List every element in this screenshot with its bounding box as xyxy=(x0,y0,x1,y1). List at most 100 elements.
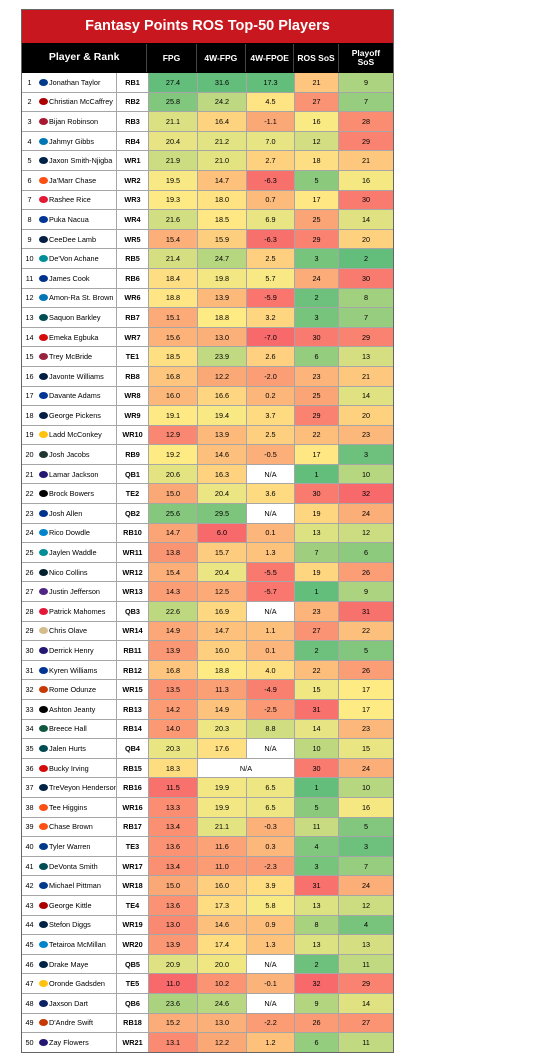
table-row: 40 Tyler Warren TE3 13.6 11.6 0.3 4 3 xyxy=(22,837,393,857)
position-rank-cell: RB17 xyxy=(116,817,148,837)
team-logo-cell xyxy=(37,641,49,660)
position-rank-cell: QB6 xyxy=(116,993,148,1013)
team-logo-icon xyxy=(38,1038,48,1046)
rank-cell: 7 xyxy=(27,195,32,205)
team-logo-icon xyxy=(38,588,48,596)
ros-sos-cell: 27 xyxy=(294,621,338,641)
fpg-cell: 19.2 xyxy=(148,445,197,464)
fpg4w-cell: 24.6 xyxy=(197,993,246,1013)
team-logo-icon xyxy=(38,431,48,439)
rank-cell: 40 xyxy=(25,841,34,851)
fpg-cell: 15.4 xyxy=(148,229,197,249)
playoff-sos-cell: 12 xyxy=(338,895,393,915)
fpoe4w-cell: -2.3 xyxy=(246,856,294,876)
ros-sos-cell: 6 xyxy=(294,347,338,366)
player-name-cell: Brock Bowers xyxy=(49,489,95,499)
ros-sos-cell: 25 xyxy=(294,386,338,406)
team-logo-icon xyxy=(38,98,48,106)
playoff-sos-cell: 3 xyxy=(338,837,393,856)
team-logo-cell xyxy=(37,994,49,1013)
rank-cell: 20 xyxy=(25,450,34,460)
fpoe4w-cell: -5.9 xyxy=(246,288,294,308)
player-name-cell: Jaxson Dart xyxy=(49,998,88,1008)
team-logo-icon xyxy=(38,353,48,361)
table-row: 36 Bucky Irving RB15 18.3 N/A 30 24 xyxy=(22,758,393,779)
player-name-cell: Rome Odunze xyxy=(49,685,97,695)
team-logo-cell xyxy=(37,955,49,974)
rank-cell: 24 xyxy=(25,528,34,538)
playoff-sos-cell: 28 xyxy=(338,112,393,131)
rank-cell: 23 xyxy=(25,508,34,518)
team-logo-cell xyxy=(37,308,49,327)
fpg4w-cell: 14.9 xyxy=(197,700,246,719)
player-name-cell: Tetairoa McMillan xyxy=(49,939,106,949)
position-rank-cell: WR14 xyxy=(116,621,148,641)
position-rank-cell: WR12 xyxy=(116,562,148,582)
fpg-cell: 11.5 xyxy=(148,778,197,797)
table-row: 41 DeVonta Smith WR17 13.4 11.0 -2.3 3 7 xyxy=(22,856,393,877)
header-fpg: FPG xyxy=(146,44,195,72)
team-logo-icon xyxy=(38,607,48,615)
fpg-cell: 16.8 xyxy=(148,366,197,386)
fpg-cell: 20.9 xyxy=(148,954,197,974)
fpoe4w-cell: N/A xyxy=(246,504,294,523)
fpg-cell: 14.3 xyxy=(148,582,197,602)
ros-sos-cell: 17 xyxy=(294,190,338,210)
team-logo-icon xyxy=(38,568,48,576)
table-title: Fantasy Points ROS Top-50 Players xyxy=(22,10,393,44)
player-name-cell: Rashee Rice xyxy=(49,195,91,205)
player-name-cell: Christian McCaffrey xyxy=(49,97,113,107)
table-row: 34 Breece Hall RB14 14.0 20.3 8.8 14 23 xyxy=(22,719,393,740)
ros-sos-cell: 9 xyxy=(294,993,338,1013)
rank-cell: 37 xyxy=(25,783,34,793)
ros-sos-cell: 3 xyxy=(294,308,338,327)
fpoe4w-cell: 0.9 xyxy=(246,915,294,935)
team-logo-icon xyxy=(38,392,48,400)
position-rank-cell: WR18 xyxy=(116,876,148,895)
fpg-cell: 11.0 xyxy=(148,974,197,993)
fpg-cell: 12.9 xyxy=(148,425,197,445)
playoff-sos-cell: 13 xyxy=(338,347,393,366)
team-logo-icon xyxy=(38,274,48,282)
fpg-cell: 15.2 xyxy=(148,1013,197,1033)
rank-cell: 31 xyxy=(25,665,34,675)
position-rank-cell: RB10 xyxy=(116,523,148,543)
position-rank-cell: TE5 xyxy=(116,974,148,993)
player-name-cell: Josh Allen xyxy=(49,508,83,518)
player-name-cell: Saquon Barkley xyxy=(49,312,101,322)
rank-cell: 10 xyxy=(25,254,34,264)
team-logo-cell xyxy=(37,1014,49,1033)
team-logo-icon xyxy=(38,470,48,478)
fpg-cell: 13.5 xyxy=(148,680,197,699)
team-logo-icon xyxy=(38,333,48,341)
fpg4w-cell: 15.9 xyxy=(197,229,246,249)
ros-sos-cell: 23 xyxy=(294,366,338,386)
player-name-cell: Patrick Mahomes xyxy=(49,606,106,616)
fpoe4w-cell: -0.1 xyxy=(246,974,294,993)
position-rank-cell: RB8 xyxy=(116,366,148,386)
table-row: 37 TreVeyon Henderson RB16 11.5 19.9 6.5 1 10 xyxy=(22,778,393,798)
fpg-cell: 13.4 xyxy=(148,856,197,876)
fpg4w-cell: 16.3 xyxy=(197,464,246,484)
team-logo-icon xyxy=(38,157,48,165)
team-logo-cell xyxy=(37,622,49,641)
fpg-cell: 21.9 xyxy=(148,151,197,170)
team-logo-icon xyxy=(38,235,48,243)
team-logo-icon xyxy=(38,744,48,752)
player-name-cell: Bucky Irving xyxy=(49,763,89,773)
player-name-cell: Jonathan Taylor xyxy=(49,77,101,87)
playoff-sos-cell: 31 xyxy=(338,602,393,621)
fpoe4w-cell: 3.6 xyxy=(246,484,294,504)
rank-cell: 50 xyxy=(25,1037,34,1047)
rank-cell: 29 xyxy=(25,626,34,636)
team-logo-cell xyxy=(37,720,49,739)
ros-sos-cell: 8 xyxy=(294,915,338,935)
team-logo-icon xyxy=(38,705,48,713)
team-logo-icon xyxy=(38,862,48,870)
player-name-cell: Tyler Warren xyxy=(49,841,91,851)
fpoe4w-cell: 2.7 xyxy=(246,151,294,170)
team-logo-cell xyxy=(37,230,49,249)
player-name-cell: Oronde Gadsden xyxy=(49,979,105,989)
position-rank-cell: QB2 xyxy=(116,504,148,523)
fpg-cell: 15.4 xyxy=(148,562,197,582)
